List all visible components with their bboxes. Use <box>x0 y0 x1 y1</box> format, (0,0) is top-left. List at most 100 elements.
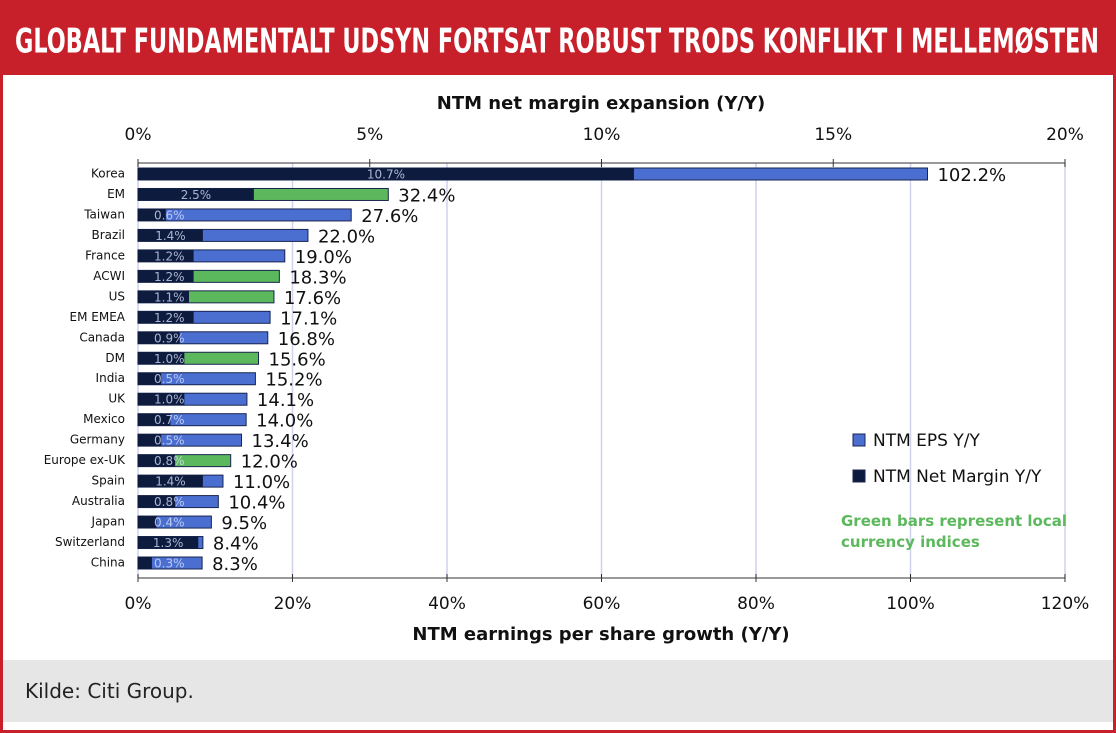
category-label: Switzerland <box>55 535 125 549</box>
eps-value-label: 18.3% <box>289 267 346 288</box>
category-label: UK <box>108 392 126 406</box>
x-tick-label: 40% <box>428 594 466 614</box>
x-tick-label: 60% <box>583 594 621 614</box>
eps-value-label: 11.0% <box>233 472 290 493</box>
category-label: EM EMEA <box>70 310 126 324</box>
x2-tick-label: 15% <box>814 125 852 145</box>
net-margin-value-label: 1.2% <box>154 311 185 325</box>
category-label: US <box>109 289 125 303</box>
eps-value-label: 14.1% <box>257 390 314 411</box>
category-label: Japan <box>91 515 125 529</box>
legend-label: NTM EPS Y/Y <box>873 431 980 451</box>
net-margin-value-label: 1.0% <box>154 352 185 366</box>
net-margin-value-label: 1.0% <box>154 393 185 407</box>
eps-value-label: 10.4% <box>228 493 285 514</box>
net-margin-value-label: 1.4% <box>155 475 186 489</box>
chart: GLOBALT FUNDAMENTALT UDSYN FORTSAT ROBUS… <box>3 3 1113 645</box>
legend-label: NTM Net Margin Y/Y <box>873 467 1042 487</box>
category-label: EM <box>107 187 125 201</box>
category-label: ACWI <box>93 269 125 283</box>
net-margin-value-label: 2.5% <box>181 188 212 202</box>
x2-tick-label: 0% <box>125 125 152 145</box>
net-margin-value-label: 1.4% <box>155 229 186 243</box>
net-margin-value-label: 0.7% <box>154 413 185 427</box>
category-label: China <box>91 556 125 570</box>
note: Green bars represent local currency indi… <box>841 512 1068 551</box>
x-tick-label: 120% <box>1041 594 1090 614</box>
eps-value-label: 32.4% <box>398 185 455 206</box>
eps-value-label: 17.1% <box>280 308 337 329</box>
category-label: Spain <box>91 474 125 488</box>
net-margin-value-label: 1.3% <box>153 536 184 550</box>
net-margin-value-label: 10.7% <box>367 168 405 182</box>
eps-value-label: 16.8% <box>278 329 335 350</box>
eps-value-label: 27.6% <box>361 206 418 227</box>
net-margin-value-label: 0.8% <box>154 495 185 509</box>
net-margin-value-label: 0.5% <box>154 372 185 386</box>
x2-tick-label: 10% <box>583 125 621 145</box>
eps-value-label: 8.3% <box>212 554 258 575</box>
category-label: Europe ex-UK <box>44 453 126 467</box>
x-tick-label: 20% <box>274 594 312 614</box>
chart-title: GLOBALT FUNDAMENTALT UDSYN FORTSAT ROBUS… <box>15 22 1099 62</box>
eps-value-label: 19.0% <box>295 247 352 268</box>
legend-swatch <box>852 433 866 447</box>
net-margin-bar <box>138 311 194 324</box>
x2-tick-label: 20% <box>1046 125 1084 145</box>
net-margin-bar <box>138 188 254 201</box>
net-margin-bar <box>138 434 162 447</box>
net-margin-value-label: 1.2% <box>154 270 185 284</box>
net-margin-bar <box>138 168 634 180</box>
category-label: Korea <box>91 167 125 181</box>
category-label: Germany <box>70 433 125 447</box>
net-margin-bar <box>138 270 194 283</box>
x-axis-title: NTM earnings per share growth (Y/Y) <box>412 624 789 645</box>
net-margin-bar <box>138 413 171 426</box>
net-margin-bar <box>138 557 152 569</box>
eps-value-label: 15.6% <box>269 349 326 370</box>
category-label: India <box>96 371 125 385</box>
net-margin-bar <box>138 290 189 303</box>
net-margin-value-label: 1.2% <box>154 249 185 263</box>
source: Kilde: Citi Group. <box>3 660 1113 722</box>
net-margin-value-label: 0.3% <box>154 557 185 571</box>
net-margin-value-label: 0.5% <box>154 434 185 448</box>
net-margin-bar <box>138 536 199 549</box>
net-margin-bar <box>138 475 203 488</box>
eps-value-label: 17.6% <box>284 288 341 309</box>
eps-value-label: 14.0% <box>256 411 313 432</box>
category-label: Australia <box>72 494 125 508</box>
x2-tick-label: 5% <box>356 125 383 145</box>
legend-swatch <box>852 469 866 483</box>
net-margin-bar <box>138 393 185 406</box>
category-label: Canada <box>79 330 125 344</box>
net-margin-bar <box>138 352 185 365</box>
x2-axis-title: NTM net margin expansion (Y/Y) <box>437 93 765 114</box>
category-label: Taiwan <box>83 207 125 221</box>
net-margin-bar <box>138 208 166 221</box>
net-margin-bar <box>138 372 162 385</box>
eps-value-label: 9.5% <box>221 513 267 534</box>
category-label: Mexico <box>83 412 125 426</box>
net-margin-value-label: 1.1% <box>154 290 185 304</box>
net-margin-bar <box>138 229 203 242</box>
category-label: Brazil <box>92 228 126 242</box>
net-margin-bar <box>138 454 176 467</box>
net-margin-value-label: 0.8% <box>154 454 185 468</box>
header-bar <box>3 3 1113 75</box>
net-margin-bar <box>138 495 176 508</box>
eps-value-label: 8.4% <box>213 534 259 555</box>
category-label: DM <box>105 351 125 365</box>
net-margin-bar <box>138 331 180 344</box>
net-margin-bar <box>138 516 157 529</box>
eps-value-label: 102.2% <box>937 165 1006 186</box>
x-tick-label: 100% <box>886 594 935 614</box>
net-margin-value-label: 0.6% <box>154 208 185 222</box>
net-margin-bar <box>138 249 194 262</box>
net-margin-value-label: 0.4% <box>154 516 185 530</box>
eps-value-label: 15.2% <box>265 370 322 391</box>
category-label: France <box>85 248 125 262</box>
net-margin-value-label: 0.9% <box>154 331 185 345</box>
eps-value-label: 12.0% <box>241 452 298 473</box>
